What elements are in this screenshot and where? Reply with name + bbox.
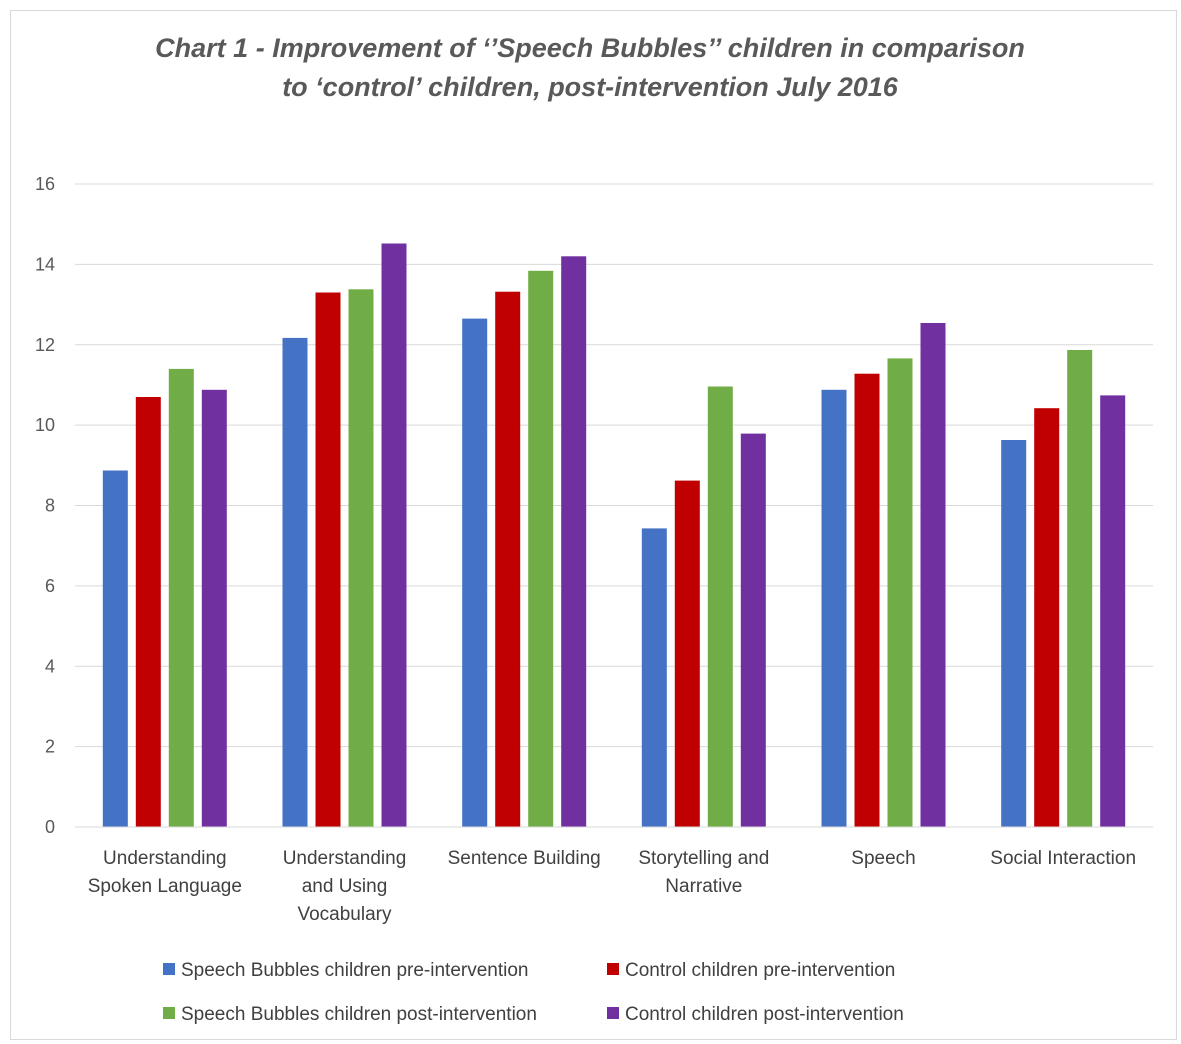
legend-item: Speech Bubbles children pre-intervention	[163, 960, 529, 981]
bar	[315, 292, 341, 827]
bar	[561, 256, 587, 827]
bar	[1034, 408, 1060, 827]
y-tick-label: 6	[45, 576, 55, 596]
bar	[495, 291, 521, 827]
chart-title-line: to ‘control’ children, post-intervention…	[282, 72, 899, 102]
bar	[740, 433, 766, 827]
legend-label: Control children pre-intervention	[625, 960, 895, 981]
bar	[381, 243, 407, 827]
x-tick-label: Understanding and Using Vocabulary	[283, 848, 407, 925]
bar	[201, 389, 227, 827]
x-tick-label: Speech	[851, 848, 915, 869]
bar	[1100, 395, 1126, 827]
bar	[707, 386, 733, 827]
bar	[674, 480, 700, 827]
bar	[1001, 440, 1027, 827]
y-tick-label: 0	[45, 817, 55, 837]
x-tick-label: Understanding Spoken Language	[88, 848, 242, 897]
legend-item: Control children post-intervention	[607, 1004, 904, 1025]
chart-title-line: Chart 1 - Improvement of ‘’Speech Bubble…	[155, 33, 1025, 63]
bar	[102, 470, 128, 827]
y-axis-ticks: 0 2 4 6 8 10 12 14 16	[35, 174, 55, 837]
x-tick-label: Storytelling and Narrative	[638, 848, 769, 897]
legend-item: Control children pre-intervention	[607, 960, 895, 981]
legend: Speech Bubbles children pre-intervention…	[163, 960, 904, 1025]
y-tick-label: 16	[35, 174, 55, 194]
bar	[887, 358, 913, 827]
y-tick-label: 4	[45, 656, 55, 676]
legend-swatch	[163, 963, 175, 975]
legend-swatch	[607, 1007, 619, 1019]
bar	[920, 323, 946, 827]
bar	[641, 528, 667, 827]
bar	[821, 389, 847, 827]
legend-swatch	[607, 963, 619, 975]
legend-label: Control children post-intervention	[625, 1004, 904, 1025]
bar	[854, 373, 880, 827]
y-tick-label: 8	[45, 496, 55, 516]
x-tick-label: Sentence Building	[448, 848, 601, 869]
y-tick-label: 12	[35, 335, 55, 355]
y-tick-label: 14	[35, 254, 55, 274]
chart-title: Chart 1 - Improvement of ‘’Speech Bubble…	[155, 33, 1025, 102]
bar	[168, 368, 194, 827]
bar	[135, 397, 161, 827]
bar	[348, 289, 374, 827]
y-tick-label: 2	[45, 737, 55, 757]
legend-label: Speech Bubbles children pre-intervention	[181, 960, 529, 981]
gridlines	[75, 183, 1153, 748]
legend-swatch	[163, 1007, 175, 1019]
legend-item: Speech Bubbles children post-interventio…	[163, 1004, 537, 1025]
legend-label: Speech Bubbles children post-interventio…	[181, 1004, 537, 1025]
y-tick-label: 10	[35, 415, 55, 435]
x-tick-label: Social Interaction	[990, 848, 1136, 869]
x-axis-ticks: Understanding Spoken Language Understandin…	[88, 848, 1136, 925]
bars	[102, 243, 1126, 827]
bar	[462, 318, 488, 827]
bar	[528, 270, 554, 827]
bar	[282, 337, 308, 827]
bar	[1067, 350, 1093, 827]
